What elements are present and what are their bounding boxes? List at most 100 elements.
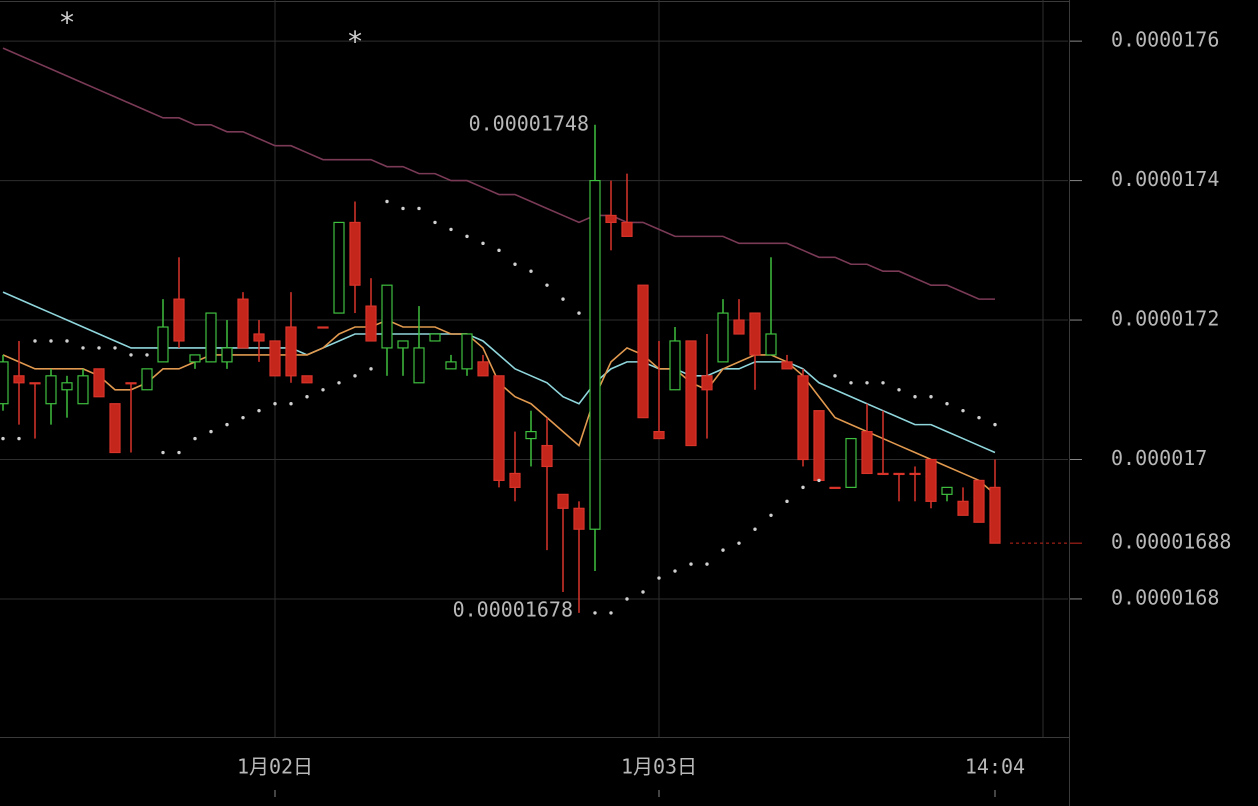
sar-dot bbox=[625, 597, 629, 601]
sar-dot bbox=[561, 297, 565, 301]
sar-dot bbox=[673, 569, 677, 573]
candle-body bbox=[461, 333, 473, 370]
candle-body bbox=[61, 382, 73, 391]
candle-body bbox=[205, 312, 217, 363]
sar-dot bbox=[1, 436, 5, 441]
sar-dot bbox=[49, 339, 53, 343]
candle-body bbox=[749, 312, 761, 356]
sar-dot bbox=[849, 381, 853, 385]
candle-body bbox=[589, 179, 601, 530]
candle-body bbox=[893, 472, 905, 476]
last-price-label: 0.00001688 bbox=[1111, 530, 1231, 554]
candle-body bbox=[365, 305, 377, 342]
sar-dot bbox=[209, 429, 213, 434]
candle-body bbox=[93, 368, 105, 398]
sar-dot bbox=[353, 374, 357, 378]
candle-body bbox=[573, 507, 585, 530]
sar-dot bbox=[945, 402, 949, 406]
sar-dot bbox=[433, 220, 437, 225]
annotation: * bbox=[59, 6, 76, 39]
sar-dot bbox=[113, 346, 117, 350]
sar-dot bbox=[961, 408, 965, 413]
candle-body bbox=[957, 500, 969, 516]
candle-body bbox=[413, 347, 425, 384]
candle-body bbox=[349, 221, 361, 286]
candle-body bbox=[253, 333, 265, 342]
candle-body bbox=[509, 472, 521, 488]
candle-body bbox=[685, 340, 697, 447]
candle-body bbox=[781, 361, 793, 370]
candle-body bbox=[717, 312, 729, 363]
candle-body bbox=[845, 437, 857, 488]
candle-body bbox=[109, 403, 121, 454]
candle-body bbox=[285, 326, 297, 377]
sar-dot bbox=[801, 485, 805, 490]
sar-dot bbox=[881, 381, 885, 385]
candle-body bbox=[653, 431, 665, 440]
high-label: 0.00001748 bbox=[469, 111, 589, 135]
candle-body bbox=[45, 375, 57, 405]
candle-body bbox=[237, 298, 249, 349]
sar-dot bbox=[913, 395, 917, 399]
sar-dot bbox=[689, 562, 693, 566]
candle-body bbox=[189, 354, 201, 363]
candle-body bbox=[269, 340, 281, 377]
sar-dot bbox=[145, 353, 149, 357]
sar-dot bbox=[193, 436, 197, 441]
candle-body bbox=[637, 284, 649, 419]
sar-dot bbox=[17, 436, 21, 441]
sar-dot bbox=[769, 513, 773, 517]
candle-body bbox=[813, 410, 825, 482]
candle-body bbox=[797, 375, 809, 461]
candle-body bbox=[605, 214, 617, 224]
candle-body bbox=[989, 486, 1001, 544]
sar-dot bbox=[993, 422, 997, 427]
sar-dot bbox=[401, 206, 405, 211]
candle-body bbox=[877, 472, 889, 476]
sar-dot bbox=[385, 199, 389, 204]
sar-dot bbox=[929, 395, 933, 399]
sar-dot bbox=[721, 548, 725, 552]
sar-dot bbox=[737, 541, 741, 545]
sar-dot bbox=[273, 402, 277, 406]
sar-dot bbox=[833, 374, 837, 378]
sar-dot bbox=[529, 269, 533, 273]
candle-body bbox=[541, 444, 553, 468]
candle-body bbox=[125, 382, 137, 385]
sar-dot bbox=[785, 499, 789, 504]
candle-body bbox=[477, 361, 489, 377]
sar-dot bbox=[321, 388, 325, 392]
candle-body bbox=[829, 486, 841, 489]
y-tick-label: 0.0000176 bbox=[1111, 28, 1219, 52]
candle-body bbox=[333, 221, 345, 314]
candle-body bbox=[29, 382, 41, 385]
sar-dot bbox=[65, 339, 69, 343]
sar-dot bbox=[337, 381, 341, 385]
sar-dot bbox=[257, 408, 261, 413]
candle-body bbox=[77, 375, 89, 405]
candle-body bbox=[317, 326, 329, 329]
candle-body bbox=[973, 479, 985, 523]
candle-body bbox=[909, 472, 921, 476]
moving-average-line bbox=[2, 47, 995, 300]
sar-dot bbox=[865, 381, 869, 385]
sar-dot bbox=[593, 611, 597, 615]
sar-dot bbox=[497, 248, 501, 253]
candle-body bbox=[765, 333, 777, 356]
sar-dot bbox=[753, 527, 757, 531]
sar-dot bbox=[241, 415, 245, 420]
candle-body bbox=[925, 458, 937, 502]
candle-body bbox=[941, 486, 953, 495]
y-tick-label: 0.000017 bbox=[1111, 446, 1207, 470]
sar-dot bbox=[577, 311, 581, 315]
y-tick-label: 0.0000168 bbox=[1111, 585, 1219, 609]
candle-body bbox=[445, 361, 457, 370]
candle-body bbox=[429, 333, 441, 342]
sar-dot bbox=[897, 388, 901, 392]
sar-dot bbox=[545, 283, 549, 287]
sar-dot bbox=[417, 206, 421, 211]
sar-dot bbox=[177, 450, 181, 455]
